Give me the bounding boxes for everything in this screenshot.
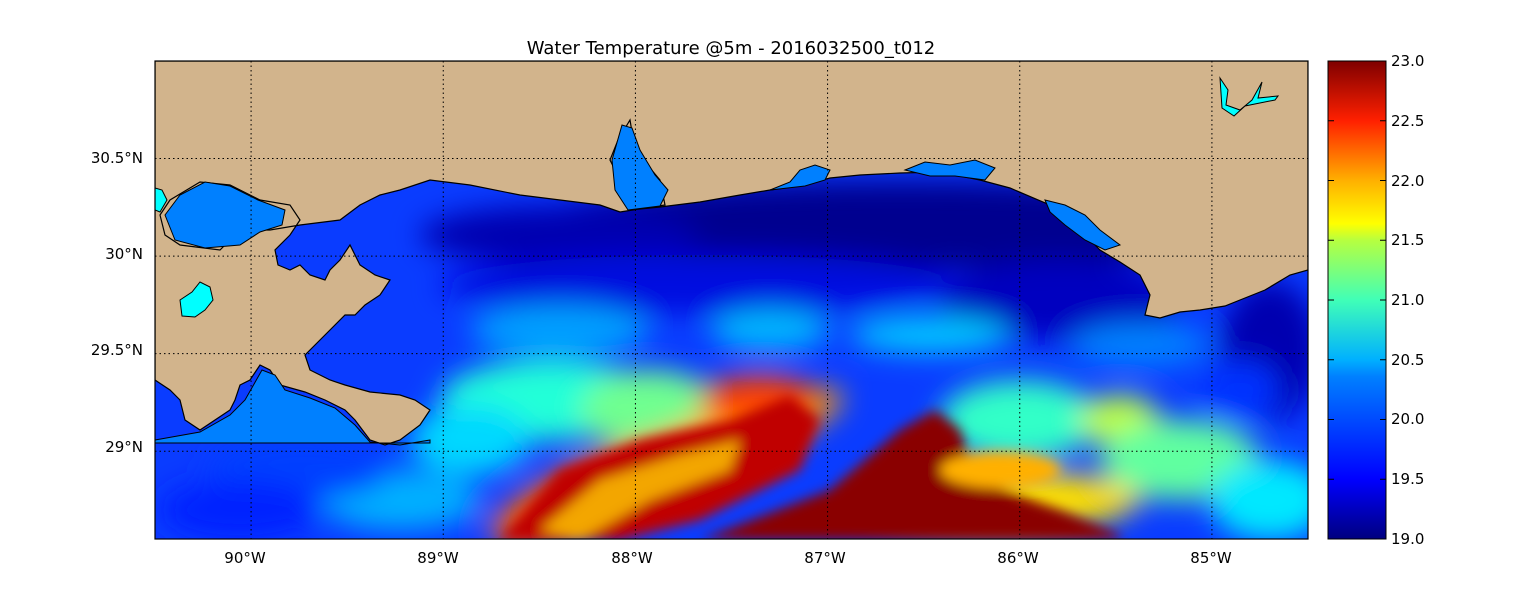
warm-core (500, 395, 1120, 539)
colorbar-label: 19.5 (1391, 470, 1424, 488)
colorbar-labels: 19.0 19.5 20.0 20.5 21.0 21.5 22.0 22.5 … (1391, 52, 1424, 548)
longitude-labels: 90°W 89°W 88°W 87°W 86°W 85°W (224, 549, 1232, 567)
lat-label: 30.5°N (91, 149, 143, 167)
lake-pontchartrain (164, 181, 286, 249)
colorbar-label: 20.0 (1391, 410, 1424, 428)
lat-label: 29.5°N (91, 341, 143, 359)
lat-lon-grid (155, 61, 1308, 539)
colorbar-label: 19.0 (1391, 530, 1424, 548)
colorbar-label: 21.0 (1391, 291, 1424, 309)
colorbar: 19.0 19.5 20.0 20.5 21.0 21.5 22.0 22.5 … (1327, 52, 1424, 548)
lon-label: 89°W (417, 549, 459, 567)
map-title: Water Temperature @5m - 2016032500_t012 (527, 38, 936, 59)
lat-label: 29°N (105, 438, 143, 456)
pensacola-bay (769, 164, 831, 191)
inland-lake-west (179, 281, 214, 318)
latitude-labels: 29°N 29.5°N 30°N 30.5°N (91, 149, 143, 456)
colorbar-gradient (1327, 60, 1387, 540)
inland-lake-east (1219, 76, 1280, 117)
lon-label: 86°W (997, 549, 1039, 567)
delta-shelf (155, 369, 431, 446)
colorbar-label: 22.0 (1391, 172, 1424, 190)
lon-label: 90°W (224, 549, 266, 567)
lon-label: 88°W (611, 549, 653, 567)
colorbar-label: 20.5 (1391, 351, 1424, 369)
lon-label: 85°W (1190, 549, 1232, 567)
mobile-bay (611, 124, 669, 211)
map-frame (154, 60, 1309, 540)
temperature-field (155, 61, 1308, 539)
colorbar-ticks (1328, 60, 1386, 540)
colorbar-label: 23.0 (1391, 52, 1424, 70)
colorbar-label: 21.5 (1391, 231, 1424, 249)
choctawhatchee-bay (903, 159, 996, 181)
lon-label: 87°W (804, 549, 846, 567)
st-andrews-bay (1044, 199, 1122, 251)
colorbar-label: 22.5 (1391, 112, 1424, 130)
lat-label: 30°N (105, 245, 143, 263)
inland-lake-edge (155, 187, 168, 213)
